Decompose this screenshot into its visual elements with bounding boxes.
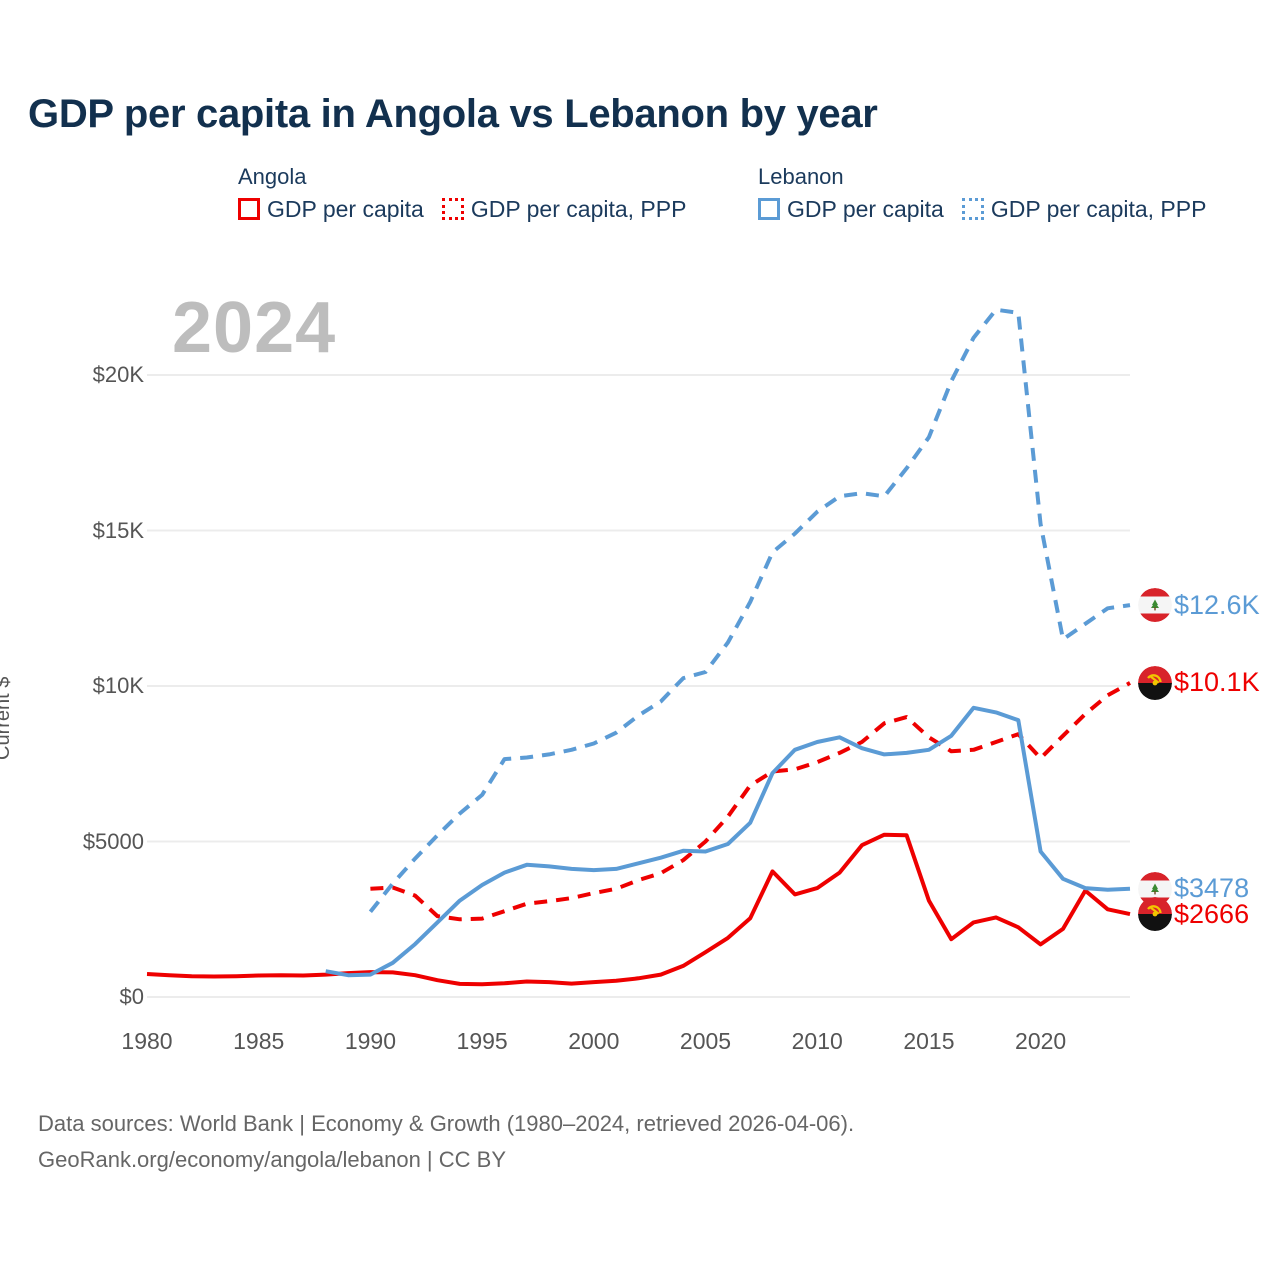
y-tick-label: $5000 (82, 828, 144, 854)
x-tick-label: 2020 (1015, 1028, 1067, 1054)
end-label-value: $12.6K (1174, 589, 1260, 620)
footer-credits: Data sources: World Bank | Economy & Gro… (38, 1106, 854, 1178)
x-tick-label: 2015 (903, 1028, 955, 1054)
series-line-3 (368, 307, 1131, 914)
x-tick-label: 2005 (679, 1028, 732, 1054)
legend-item-angola-gdp-ppp[interactable]: GDP per capita, PPP (441, 196, 687, 222)
end-label-value: $2666 (1174, 898, 1250, 929)
legend-group-angola: Angola GDP per capita GDP per capita, PP… (238, 163, 686, 221)
legend-group-title-angola: Angola (238, 164, 307, 189)
legend-group-title-lebanon: Lebanon (758, 164, 844, 189)
legend-item-angola-gdp[interactable]: GDP per capita (238, 197, 424, 221)
x-tick-label: 2000 (568, 1028, 620, 1054)
series-line-1 (370, 681, 1131, 922)
legend-group-lebanon: Lebanon GDP per capita GDP per capita, P… (758, 163, 1206, 221)
y-tick-label: $10K (92, 673, 144, 698)
lebanon-flag-icon (1138, 588, 1172, 623)
legend-swatch-solid-icon (238, 198, 260, 220)
page-title: GDP per capita in Angola vs Lebanon by y… (28, 92, 878, 136)
y-axis-title: Current $ (0, 677, 14, 760)
x-tick-label: 1985 (233, 1028, 285, 1054)
x-tick-label: 1990 (344, 1028, 396, 1054)
end-label-value: $10.1K (1174, 667, 1260, 698)
legend-swatch-dotted-icon (961, 198, 984, 220)
end-label: $12.6K (1138, 588, 1260, 623)
footer-line-2: GeoRank.org/economy/angola/lebanon | CC … (38, 1147, 506, 1172)
y-tick-label: $15K (92, 517, 144, 543)
legend-label: GDP per capita (787, 196, 944, 222)
watermark-year: 2024 (172, 288, 337, 368)
end-label: $2666 (1138, 897, 1250, 932)
footer-line-1: Data sources: World Bank | Economy & Gro… (38, 1111, 855, 1136)
x-tick-label: 1980 (121, 1028, 173, 1054)
legend-label: GDP per capita, PPP (990, 196, 1207, 222)
angola-flag-icon (1138, 665, 1172, 700)
end-label: $3478 (1138, 871, 1250, 906)
x-tick-label: 1995 (456, 1028, 508, 1054)
end-label: $10.1K (1138, 665, 1260, 700)
chart-legend: Angola GDP per capita GDP per capita, PP… (238, 163, 1258, 243)
legend-label: GDP per capita (267, 196, 424, 222)
legend-label: GDP per capita, PPP (470, 196, 687, 222)
angola-flag-icon (1138, 897, 1172, 932)
y-tick-label: $20K (92, 362, 144, 387)
legend-item-lebanon-gdp[interactable]: GDP per capita (758, 197, 944, 221)
end-label-value: $3478 (1174, 873, 1250, 904)
y-tick-label: $0 (119, 984, 144, 1009)
legend-item-lebanon-gdp-ppp[interactable]: GDP per capita, PPP (961, 196, 1207, 222)
series-line-0 (146, 832, 1131, 987)
legend-swatch-dotted-icon (441, 198, 464, 220)
series-line-2 (325, 705, 1131, 978)
x-tick-label: 2010 (791, 1028, 843, 1054)
legend-swatch-solid-icon (758, 198, 780, 220)
